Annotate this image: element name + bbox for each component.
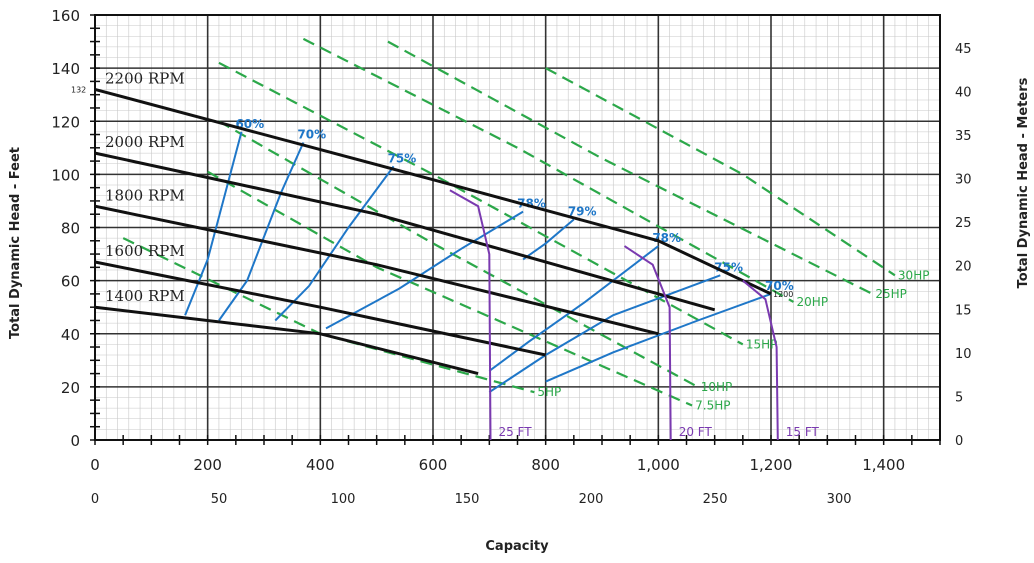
x-axis-title: Capacity — [485, 539, 549, 554]
y-tick-label: 160 — [51, 7, 80, 25]
rpm-curve-label: 1400 RPM — [105, 287, 185, 305]
hp-curve — [545, 67, 896, 277]
x-tick-label-secondary: 200 — [579, 492, 604, 507]
x-tick-label: 1,000 — [637, 456, 680, 474]
hp-curve — [302, 37, 795, 303]
marker-label: 132 — [71, 85, 86, 94]
hp-curve — [207, 170, 693, 407]
efficiency-curve-label: 79% — [568, 205, 597, 219]
x-tick-label: 0 — [90, 456, 100, 474]
efficiency-curve-label: 70% — [297, 128, 326, 142]
efficiency-curve-label: 75% — [388, 151, 417, 165]
hp-curve — [218, 120, 699, 388]
npsh-curve-label: 15 FT — [786, 425, 820, 439]
y-tick-label-secondary: 40 — [955, 85, 972, 100]
efficiency-curve — [325, 210, 524, 330]
efficiency-curve — [274, 165, 395, 322]
npsh-curve — [449, 189, 492, 441]
x-tick-label-secondary: 100 — [331, 492, 356, 507]
y-tick-label: 40 — [61, 326, 80, 344]
hp-curve-label: 25HP — [875, 287, 907, 301]
efficiency-curve — [488, 245, 659, 372]
x-tick-label-secondary: 300 — [827, 492, 852, 507]
x-tick-label: 400 — [306, 456, 335, 474]
hp-curve-label: 30HP — [898, 268, 930, 282]
efficiency-curve — [545, 292, 772, 383]
rpm-curves: 2200 RPM 2000 RPM 1800 RPM 1600 RPM 1400 RPM — [94, 69, 772, 376]
marker-label: 1200 — [773, 290, 793, 299]
rpm-curve — [94, 151, 716, 312]
x-tick-label: 800 — [531, 456, 560, 474]
y-tick-label-secondary: 25 — [955, 216, 972, 231]
rpm-curve-label: 1600 RPM — [105, 242, 185, 260]
efficiency-curve-label: 78% — [652, 231, 681, 245]
npsh-curve — [742, 279, 779, 441]
x-tick-label-secondary: 50 — [211, 492, 228, 507]
hp-curve — [387, 40, 873, 295]
y-tick-label-secondary: 0 — [955, 434, 963, 449]
rpm-curve-label: 2200 RPM — [105, 69, 185, 87]
x-tick-label-secondary: 150 — [455, 492, 480, 507]
y-axis-left-title: Total Dynamic Head - Feet — [8, 147, 23, 339]
efficiency-curve — [218, 142, 305, 322]
horsepower-curves: 5HP 7.5HP 10HP 15HP 20HP 25HP 30HP — [122, 37, 930, 412]
x-tick-label-secondary: 0 — [91, 492, 99, 507]
y-tick-label: 20 — [61, 379, 80, 397]
axes — [90, 14, 941, 445]
efficiency-curve-label: 75% — [714, 260, 743, 274]
x-tick-label: 1,400 — [862, 456, 905, 474]
y-tick-label-secondary: 30 — [955, 173, 972, 188]
rpm-curve — [94, 87, 772, 296]
hp-curve-label: 15HP — [746, 337, 778, 351]
rpm-curve-label: 1800 RPM — [105, 186, 185, 204]
npsh-curve-label: 20 FT — [679, 425, 713, 439]
efficiency-curves: 60%70%75%78%79%78%75%70% — [184, 117, 794, 394]
y-axis-right-title: Total Dynamic Head - Meters — [1016, 77, 1031, 288]
y-tick-label: 0 — [70, 432, 80, 450]
x-tick-label: 200 — [193, 456, 222, 474]
y-tick-label-secondary: 10 — [955, 347, 972, 362]
y-tick-label-secondary: 15 — [955, 303, 972, 318]
x-tick-label: 600 — [419, 456, 448, 474]
npsh-curve-label: 25 FT — [498, 425, 532, 439]
y-tick-label: 60 — [61, 273, 80, 291]
hp-curve-label: 20HP — [797, 295, 829, 309]
rpm-curve — [94, 204, 659, 336]
y-tick-label: 80 — [61, 220, 80, 238]
npsh-curve — [623, 245, 672, 441]
npsh-curves: 25 FT 20 FT 15 FT — [449, 189, 820, 441]
rpm-curve — [94, 305, 479, 376]
y-tick-label: 140 — [51, 60, 80, 78]
y-tick-label-secondary: 35 — [955, 129, 972, 144]
y-tick-label-secondary: 45 — [955, 42, 972, 57]
hp-curve-label: 7.5HP — [695, 398, 730, 412]
efficiency-curve — [522, 218, 575, 261]
y-tick-label: 100 — [51, 166, 80, 184]
x-tick-label: 1,200 — [750, 456, 793, 474]
rpm-curve-label: 2000 RPM — [105, 133, 185, 151]
rpm-curve — [94, 260, 547, 357]
efficiency-curve — [184, 131, 243, 316]
y-tick-label-secondary: 20 — [955, 260, 972, 275]
y-tick-label-secondary: 5 — [955, 390, 963, 405]
y-tick-label: 120 — [51, 113, 80, 131]
efficiency-curve-label: 70% — [765, 279, 794, 293]
hp-curve-label: 10HP — [701, 380, 733, 394]
hp-curve-label: 5HP — [537, 385, 561, 399]
x-tick-label-secondary: 250 — [703, 492, 728, 507]
